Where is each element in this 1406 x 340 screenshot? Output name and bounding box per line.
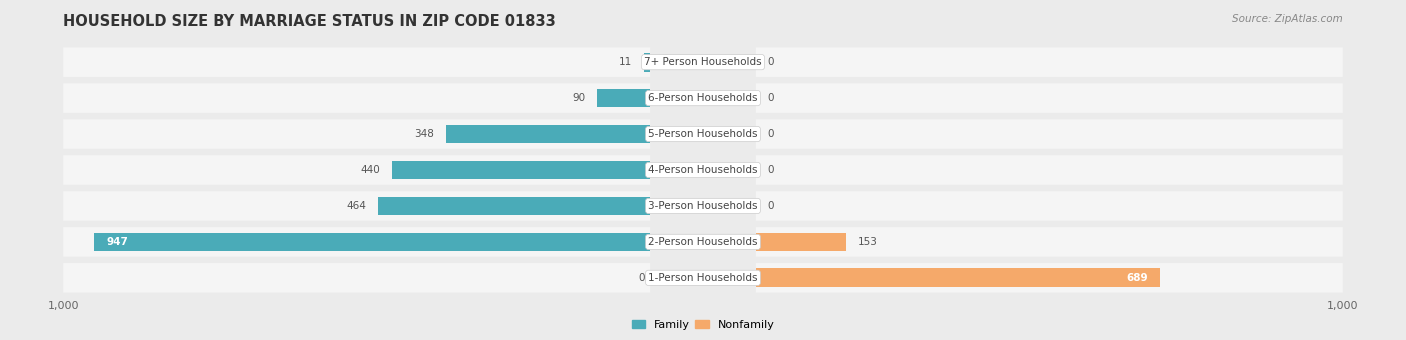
- Text: 11: 11: [619, 57, 631, 67]
- FancyBboxPatch shape: [756, 119, 1343, 149]
- Bar: [598, 89, 650, 107]
- Text: 0: 0: [768, 129, 775, 139]
- Text: 947: 947: [105, 237, 128, 247]
- Bar: [378, 197, 650, 215]
- Bar: [94, 233, 650, 251]
- FancyBboxPatch shape: [756, 263, 1343, 292]
- Text: 0: 0: [768, 57, 775, 67]
- Text: 6-Person Households: 6-Person Households: [648, 93, 758, 103]
- Text: Source: ZipAtlas.com: Source: ZipAtlas.com: [1232, 14, 1343, 23]
- Text: 348: 348: [415, 129, 434, 139]
- FancyBboxPatch shape: [756, 227, 1343, 257]
- FancyBboxPatch shape: [63, 263, 650, 292]
- Text: 4-Person Households: 4-Person Households: [648, 165, 758, 175]
- Bar: [392, 161, 650, 179]
- FancyBboxPatch shape: [63, 191, 650, 221]
- Bar: [756, 269, 1160, 287]
- Bar: [598, 89, 650, 107]
- Text: 0: 0: [768, 201, 775, 211]
- Text: 440: 440: [360, 165, 380, 175]
- FancyBboxPatch shape: [756, 83, 1343, 113]
- Bar: [378, 197, 650, 215]
- Text: 2-Person Households: 2-Person Households: [648, 237, 758, 247]
- Text: 464: 464: [346, 201, 366, 211]
- FancyBboxPatch shape: [756, 155, 1343, 185]
- FancyBboxPatch shape: [63, 155, 650, 185]
- Text: 7+ Person Households: 7+ Person Households: [644, 57, 762, 67]
- Text: 1-Person Households: 1-Person Households: [648, 273, 758, 283]
- FancyBboxPatch shape: [63, 227, 650, 257]
- Text: 0: 0: [638, 273, 645, 283]
- Bar: [392, 161, 650, 179]
- Bar: [644, 53, 650, 71]
- FancyBboxPatch shape: [756, 191, 1343, 221]
- Bar: [756, 233, 845, 251]
- FancyBboxPatch shape: [63, 83, 650, 113]
- Bar: [644, 53, 650, 71]
- Text: 0: 0: [768, 93, 775, 103]
- Bar: [94, 233, 650, 251]
- Legend: Family, Nonfamily: Family, Nonfamily: [627, 316, 779, 335]
- Text: 3-Person Households: 3-Person Households: [648, 201, 758, 211]
- Text: 90: 90: [572, 93, 586, 103]
- Text: HOUSEHOLD SIZE BY MARRIAGE STATUS IN ZIP CODE 01833: HOUSEHOLD SIZE BY MARRIAGE STATUS IN ZIP…: [63, 14, 555, 29]
- Bar: [446, 125, 650, 143]
- Text: 0: 0: [768, 165, 775, 175]
- FancyBboxPatch shape: [63, 48, 650, 77]
- FancyBboxPatch shape: [63, 119, 650, 149]
- Text: 5-Person Households: 5-Person Households: [648, 129, 758, 139]
- FancyBboxPatch shape: [756, 48, 1343, 77]
- Bar: [446, 125, 650, 143]
- Text: 153: 153: [858, 237, 877, 247]
- Text: 689: 689: [1126, 273, 1149, 283]
